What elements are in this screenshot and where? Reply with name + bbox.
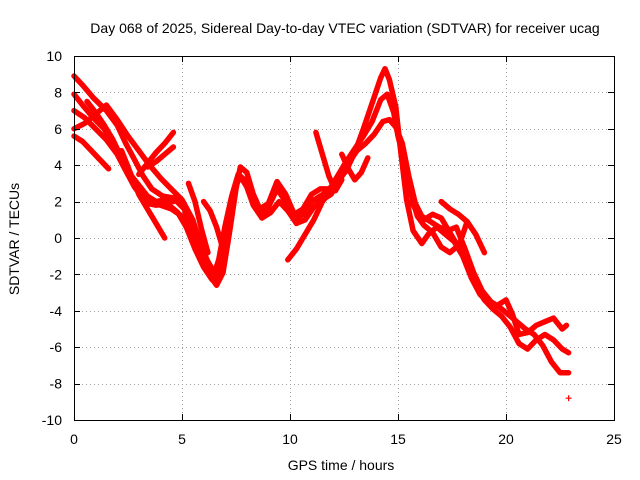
x-tick-label: 15 xyxy=(390,431,406,447)
series-track-9 xyxy=(144,144,177,170)
data-series xyxy=(71,65,572,402)
chart-title: Day 068 of 2025, Sidereal Day-to-day VTE… xyxy=(90,20,599,36)
series-track-13 xyxy=(313,129,345,194)
series-track-7 xyxy=(118,147,168,241)
series-track-15 xyxy=(408,198,470,250)
y-tick-label: 8 xyxy=(54,84,62,100)
y-tick-label: -6 xyxy=(50,339,63,355)
x-tick-label: 25 xyxy=(606,431,622,447)
series-track-11 xyxy=(185,180,211,256)
plot-frame xyxy=(74,56,615,421)
x-tick-label: 20 xyxy=(498,431,514,447)
grid xyxy=(74,56,614,420)
x-tick-label: 5 xyxy=(178,431,186,447)
y-tick-label: 10 xyxy=(46,48,62,64)
x-tick-label: 10 xyxy=(282,431,298,447)
y-tick-label: 6 xyxy=(54,121,62,137)
y-axis-label: SDTVAR / TECUs xyxy=(6,183,22,295)
series-track-5 xyxy=(71,133,112,172)
series-track-12 xyxy=(285,187,334,263)
series-track-8 xyxy=(136,129,177,178)
y-tick-label: -8 xyxy=(50,376,63,392)
y-tick-label: 2 xyxy=(54,194,62,210)
series-track-17 xyxy=(565,395,572,402)
x-axis-label: GPS time / hours xyxy=(288,457,395,473)
axis-ticks: 0 5 10 15 20 25 -10 -8 -6 -4 -2 0 2 4 6 8 10 xyxy=(42,48,622,447)
y-tick-label: -4 xyxy=(50,303,63,319)
series-track-16 xyxy=(438,198,488,256)
series-track-14 xyxy=(339,151,371,183)
series-track-2 xyxy=(71,91,572,356)
y-tick-label: 0 xyxy=(54,230,62,246)
y-tick-label: 4 xyxy=(54,157,62,173)
y-tick-label: -10 xyxy=(42,412,62,428)
series-track-10 xyxy=(200,198,226,252)
x-tick-label: 0 xyxy=(70,431,78,447)
y-tick-label: -2 xyxy=(50,266,63,282)
